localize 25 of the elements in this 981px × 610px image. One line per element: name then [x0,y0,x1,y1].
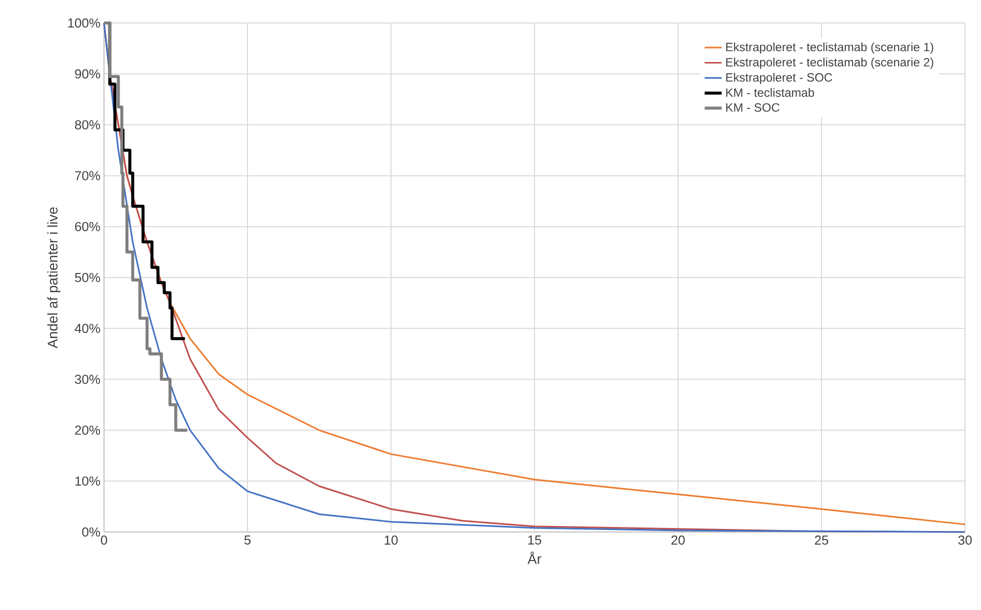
x-tick-label: 25 [814,536,828,545]
y-tick-label: 50% [74,272,100,282]
y-tick-label: 10% [75,476,100,486]
y-tick-label: 20% [75,426,100,435]
legend-label: Ekstrapoleret - teclistamab (scenarie 1) [726,42,934,54]
y-tick-label: 0% [82,527,100,537]
y-tick-label: 90% [75,69,100,78]
y-tick-label: 30% [74,374,100,384]
y-tick-label: 40% [74,324,100,333]
x-tick-label: 20 [671,536,685,545]
y-tick-label: 60% [75,222,100,232]
legend-label: Ekstrapoleret - teclistamab (scenarie 2) [726,58,934,69]
x-tick-label: 10 [384,536,398,545]
x-axis-title: År [528,552,542,564]
x-tick-label: 30 [958,536,972,545]
legend-label: Ekstrapoleret - SOC [726,72,832,84]
y-tick-label: 80% [75,120,100,130]
x-tick-label: 15 [528,536,542,545]
y-axis-title: Andel af patienter i live [47,207,60,348]
y-tick-label: 70% [75,171,100,180]
y-tick-label: 100% [68,18,100,28]
x-tick-label: 5 [244,536,251,545]
legend-label: KM - SOC [726,103,780,112]
x-tick-label: 0 [100,536,108,545]
legend-label: KM - teclistamab [726,88,814,97]
